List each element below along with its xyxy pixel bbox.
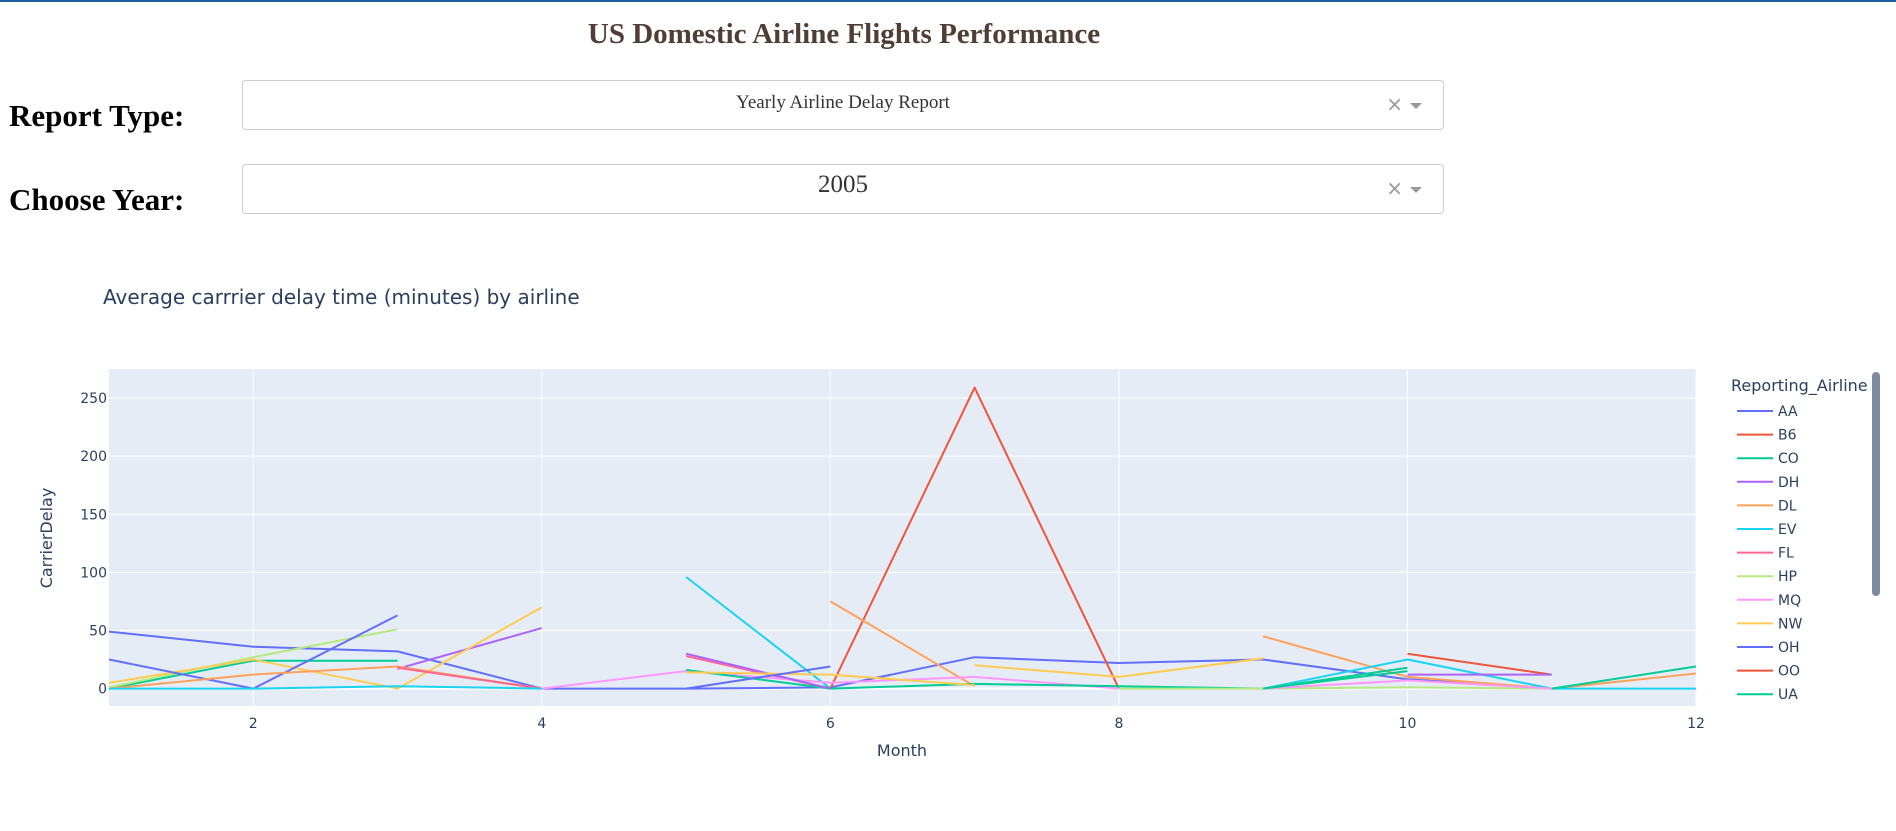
x-tick-label: 6 [826, 716, 835, 732]
report-type-chevron-down-icon[interactable] [1410, 103, 1422, 109]
report-type-label: Report Type: [9, 98, 185, 133]
legend-label: FL [1778, 546, 1794, 562]
series-line-oo [1407, 652, 1552, 676]
x-tick-label: 2 [249, 716, 258, 732]
series-line-co [109, 659, 398, 690]
legend-label: UA [1778, 687, 1798, 703]
series-line-nw [686, 671, 975, 687]
series-line-dh [685, 652, 831, 690]
series-line-dl [829, 600, 976, 688]
series-line-ua [1551, 665, 1696, 690]
page-title: US Domestic Airline Flights Performance [587, 18, 1101, 50]
x-tick-label: 12 [1687, 716, 1705, 732]
report-type-value: Yearly Airline Delay Report [736, 92, 950, 113]
legend-item-aa[interactable]: AA [1737, 404, 1798, 420]
legend-title: Reporting_Airline [1731, 376, 1868, 396]
legend-label: EV [1778, 522, 1797, 538]
legend-item-ev[interactable]: EV [1737, 522, 1797, 538]
legend-item-ua[interactable]: UA [1737, 687, 1798, 703]
legend-label: DL [1778, 498, 1797, 514]
legend-label: CO [1778, 451, 1799, 467]
delay-line-chart: Average carrrier delay time (minutes) by… [37, 285, 1868, 760]
report-type-clear-icon[interactable]: × [1386, 92, 1403, 116]
y-tick-label: 150 [80, 507, 107, 523]
legend-label: AA [1778, 404, 1798, 420]
x-tick-label: 4 [537, 716, 546, 732]
legend-item-nw[interactable]: NW [1737, 616, 1802, 632]
y-tick-label: 0 [98, 682, 107, 698]
series-line-oh [685, 665, 831, 690]
series-line-nw [109, 606, 543, 690]
series-line-mq [1263, 679, 1552, 690]
legend-item-oh[interactable]: OH [1737, 640, 1800, 656]
report-type-dropdown[interactable]: Yearly Airline Delay Report × [242, 80, 1444, 130]
chart-title: Average carrrier delay time (minutes) by… [103, 285, 580, 309]
series-line-hp [1118, 686, 1552, 690]
legend-label: B6 [1778, 428, 1797, 444]
choose-year-value: 2005 [818, 171, 868, 198]
choose-year-label: Choose Year: [9, 182, 185, 217]
legend-item-mq[interactable]: MQ [1737, 593, 1801, 609]
series-line-co [1263, 670, 1408, 690]
x-tick-label: 8 [1114, 716, 1123, 732]
legend-label: MQ [1778, 593, 1801, 609]
legend-item-hp[interactable]: HP [1737, 569, 1797, 585]
legend: AA B6 CO DH DL EV FL HP MQ NW OH OO UA [1737, 404, 1802, 703]
legend-item-dl[interactable]: DL [1737, 498, 1797, 514]
y-tick-label: 100 [80, 565, 107, 581]
series-line-mq [541, 670, 1119, 690]
legend-label: OO [1778, 664, 1800, 680]
legend-label: HP [1778, 569, 1797, 585]
legend-item-dh[interactable]: DH [1737, 475, 1799, 491]
series-line-b6 [829, 386, 1120, 690]
y-tick-label: 50 [89, 623, 107, 639]
legend-label: OH [1778, 640, 1800, 656]
x-tick-label: 10 [1399, 716, 1417, 732]
legend-item-co[interactable]: CO [1737, 451, 1799, 467]
choose-year-chevron-down-icon[interactable] [1410, 187, 1422, 193]
legend-item-b6[interactable]: B6 [1737, 428, 1797, 444]
legend-item-fl[interactable]: FL [1737, 546, 1794, 562]
choose-year-dropdown[interactable]: 2005 × [242, 164, 1444, 214]
y-tick-label: 250 [80, 391, 107, 407]
x-axis-label: Month [877, 741, 927, 760]
top-accent-bar [0, 0, 1896, 2]
series-lines [109, 386, 1696, 690]
axis-ticks: 2 4 6 8 10 12 0 50 100 150 200 250 [80, 391, 1705, 732]
choose-year-clear-icon[interactable]: × [1386, 176, 1403, 200]
legend-item-oo[interactable]: OO [1737, 664, 1800, 680]
series-line-nw [974, 657, 1264, 678]
series-line-fl [397, 666, 542, 690]
y-axis-label: CarrierDelay [37, 488, 56, 589]
legend-label: DH [1778, 475, 1799, 491]
series-line-dl [1262, 635, 1696, 690]
series-line-hp [109, 628, 398, 689]
series-line-ev [109, 685, 542, 690]
y-tick-label: 200 [80, 449, 107, 465]
legend-scrollbar[interactable] [1872, 372, 1880, 596]
legend-label: NW [1778, 616, 1802, 632]
